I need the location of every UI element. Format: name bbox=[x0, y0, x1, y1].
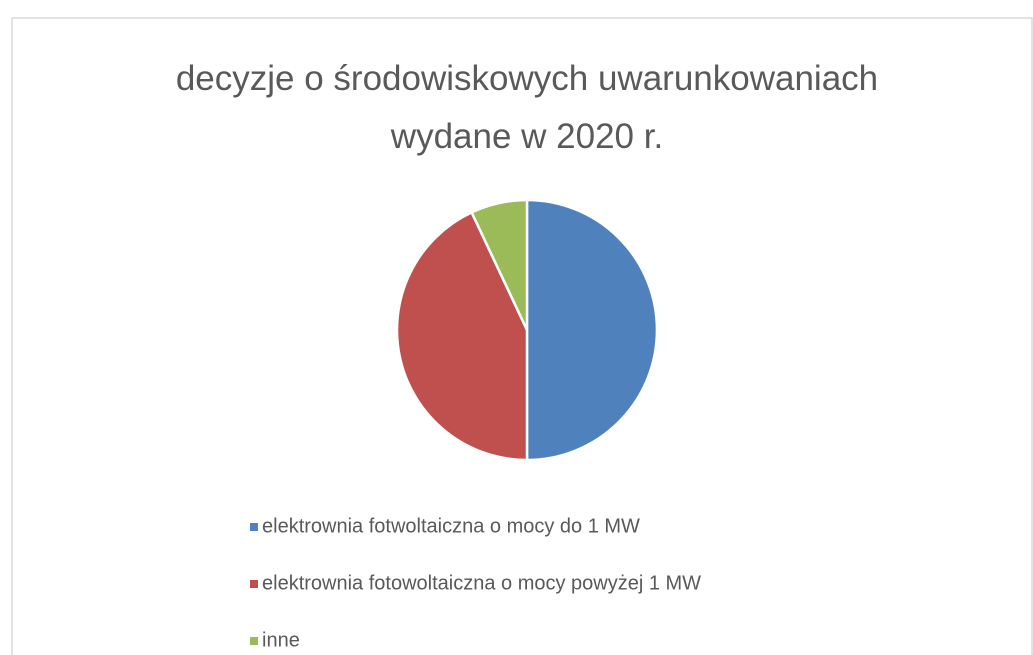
chart-title: decyzje o środowiskowych uwarunkowaniach… bbox=[175, 59, 879, 156]
pie-slice bbox=[525, 198, 659, 462]
legend-swatch bbox=[250, 580, 258, 588]
pie-slice bbox=[469, 198, 529, 331]
legend-label: elektrownia fotowoltaiczna o mocy powyże… bbox=[262, 572, 701, 594]
legend-swatch bbox=[250, 523, 258, 531]
legend-label: elektrownia fotwoltaiczna o mocy do 1 MW bbox=[262, 515, 640, 537]
legend-label: inne bbox=[262, 629, 300, 651]
pie-slice bbox=[395, 210, 529, 462]
legend-swatch bbox=[250, 637, 258, 645]
